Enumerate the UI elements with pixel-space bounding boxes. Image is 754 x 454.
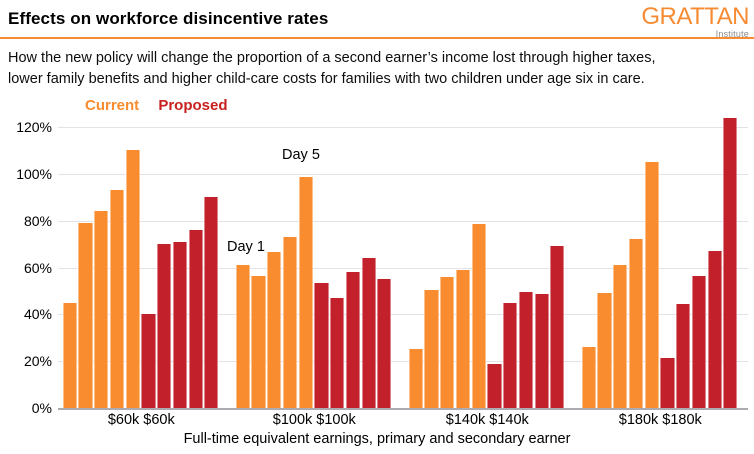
bar-proposed	[345, 272, 360, 408]
bar-current	[251, 275, 266, 408]
bar-current	[408, 349, 423, 408]
chart-subtitle: How the new policy will change the propo…	[8, 48, 748, 90]
bar-proposed	[314, 282, 329, 408]
grattan-logo-text: GRATTAN	[641, 3, 749, 30]
bar-current	[471, 224, 486, 408]
bar-current	[424, 289, 439, 408]
bar-current	[94, 211, 109, 408]
grattan-logo-subtext: Institute	[715, 29, 749, 39]
bar-proposed	[723, 117, 738, 408]
bar-proposed	[188, 230, 203, 408]
y-tick-label: 120%	[16, 119, 52, 135]
subtitle-line-2: lower family benefits and higher child-c…	[8, 71, 645, 87]
y-axis-labels: 0% 20% 40% 60% 80% 100% 120%	[0, 119, 52, 416]
gridline	[58, 127, 748, 128]
bar-current	[613, 265, 628, 408]
y-tick-label: 40%	[23, 306, 52, 323]
x-tick-label: $140k $140k	[445, 412, 529, 428]
bar-proposed	[330, 297, 345, 408]
legend-item-proposed: Proposed	[158, 97, 228, 114]
grattan-logo: GRATTAN Institute	[641, 5, 749, 39]
gridline	[58, 267, 748, 269]
y-tick-label: 100%	[16, 165, 52, 182]
bar-proposed	[157, 244, 172, 408]
page-title: Effects on workforce disincentive rates	[8, 9, 329, 28]
bar-proposed	[503, 302, 518, 408]
gridline	[58, 173, 748, 175]
legend: Current Proposed	[85, 97, 243, 114]
bar-proposed	[141, 314, 156, 408]
x-tick-label: $100k $100k	[272, 412, 356, 428]
bar-proposed	[534, 294, 549, 408]
bar-current	[125, 150, 140, 408]
bar-proposed	[707, 251, 722, 408]
bar-current	[282, 237, 298, 408]
x-axis-title: Full-time equivalent earnings, primary a…	[183, 431, 571, 447]
bar-current	[644, 162, 659, 408]
bar-proposed	[172, 241, 187, 408]
bar-current	[235, 265, 250, 408]
annotation-day-1: Day 1	[227, 239, 265, 255]
bar-current	[581, 347, 596, 408]
header-divider	[0, 37, 754, 39]
bar-proposed	[518, 292, 533, 408]
annotation-day-5: Day 5	[282, 147, 320, 163]
x-axis-labels: $60k $60k $100k $100k $140k $140k $180k $18…	[58, 412, 748, 430]
legend-item-current: Current	[85, 97, 140, 114]
plot-area	[58, 117, 748, 410]
x-axis-line	[58, 408, 748, 410]
bar-proposed	[550, 246, 565, 408]
gridline	[58, 220, 748, 222]
x-tick-label: $180k $180k	[618, 412, 702, 428]
bar-current	[628, 239, 644, 408]
bar-current	[455, 269, 471, 408]
bar-proposed	[660, 357, 675, 408]
bar-current	[78, 223, 93, 408]
x-tick-label: $60k $60k	[107, 412, 175, 428]
y-tick-label: 80%	[23, 212, 52, 229]
bar-current	[298, 177, 313, 408]
bar-current	[440, 276, 455, 408]
gridline	[58, 314, 748, 316]
bar-proposed	[691, 275, 706, 408]
bar-current	[62, 302, 77, 408]
bar-proposed	[204, 197, 219, 408]
y-tick-label: 20%	[23, 353, 52, 370]
bar-current	[597, 293, 612, 408]
bar-proposed	[676, 303, 691, 408]
subtitle-line-1: How the new policy will change the propo…	[8, 50, 656, 66]
bar-proposed	[377, 279, 392, 408]
y-tick-label: 60%	[23, 259, 52, 276]
bar-current	[267, 252, 282, 408]
bar-proposed	[361, 258, 376, 408]
bar-current	[109, 190, 125, 408]
bar-proposed	[487, 363, 502, 408]
gridline	[58, 361, 748, 363]
y-tick-label: 0%	[31, 400, 52, 416]
